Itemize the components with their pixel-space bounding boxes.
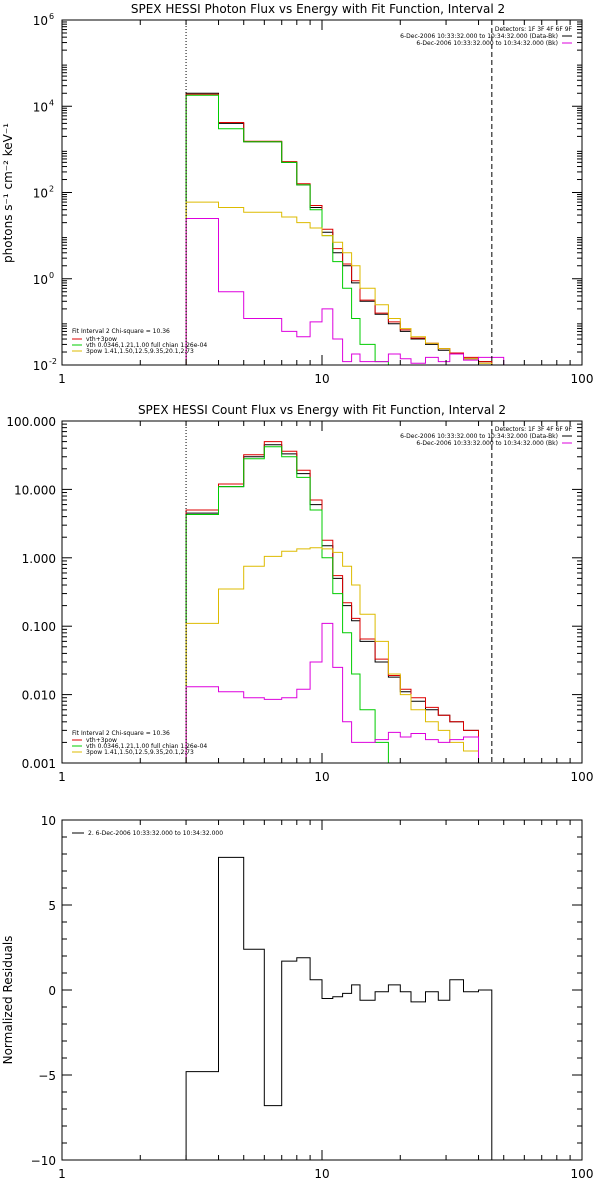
y-axis-label: Normalized Residuals	[1, 936, 15, 1065]
x-tick-label: 1	[58, 372, 66, 386]
y-tick-label: 0.001	[22, 757, 56, 771]
series-3-line	[185, 201, 504, 366]
series-1-line	[185, 93, 504, 366]
x-tick-label: 1	[58, 770, 66, 784]
legend-detectors: Detectors: 1F 3F 4F 6F 9F	[495, 26, 573, 33]
x-tick-label: 100	[571, 372, 594, 386]
series-4-line	[185, 218, 505, 365]
fit-legend-2: vth 0.0346,1.21,1.00 full chian 1.26e-04	[86, 342, 207, 349]
chart-title: SPEX HESSI Count Flux vs Energy with Fit…	[138, 403, 506, 417]
x-tick-label: 1	[58, 1167, 66, 1181]
y-tick-label: −10	[31, 1154, 56, 1168]
y-tick-label: −5	[38, 1069, 56, 1083]
legend-detectors: Detectors: 1F 3F 4F 6F 9F	[495, 426, 573, 433]
series-4-line	[185, 622, 479, 763]
y-tick-label: 0.100	[22, 620, 56, 634]
fit-legend-2: vth 0.0346,1.21,1.00 full chian 1.26e-04	[86, 743, 207, 750]
x-tick-label: 10	[314, 1167, 329, 1181]
residual-legend: 2. 6-Dec-2006 10:33:32.000 to 10:34:32.0…	[88, 830, 223, 837]
fit-legend-1: vth+3pow	[86, 737, 117, 744]
legend-data-bk: 6-Dec-2006 10:33:32.000 to 10:34:32.000 …	[400, 433, 558, 440]
y-tick-label: 5	[48, 899, 56, 913]
legend-data-bk: 6-Dec-2006 10:33:32.000 to 10:34:32.000 …	[400, 33, 558, 40]
y-tick-label: 10	[33, 187, 48, 201]
x-tick-label: 10	[314, 372, 329, 386]
x-tick-label: 100	[571, 1167, 594, 1181]
fit-legend-3: 3pow 1.41,1.50,12.5,9.35,20.1,2.73	[86, 348, 194, 355]
series-0-line	[185, 444, 479, 763]
legend-bk: 6-Dec-2006 10:33:32.000 to 10:34:32.000 …	[416, 440, 558, 447]
y-tick-label: 10	[33, 14, 48, 28]
x-tick-label: 100	[571, 770, 594, 784]
fit-interval-text: Fit Interval 2 Chi-square = 10.36	[72, 730, 170, 737]
fit-legend-1: vth+3pow	[86, 336, 117, 343]
series-0-line	[185, 92, 504, 366]
y-tick-exponent: -2	[49, 357, 57, 366]
series-2-line	[185, 446, 479, 764]
y-tick-label: 10	[33, 359, 48, 373]
y-tick-label: 100.000	[6, 415, 56, 429]
count-flux-panel: SPEX HESSI Count Flux vs Energy with Fit…	[6, 403, 593, 784]
y-tick-label: 10.000	[14, 483, 56, 497]
photon-flux-panel: SPEX HESSI Photon Flux vs Energy with Fi…	[1, 2, 593, 386]
residuals-panel: 1 10 100 −10 −5 0 5 10 Normalized Residuals 2. …	[1, 814, 593, 1181]
y-tick-label: 10	[33, 273, 48, 287]
fit-legend-3: 3pow 1.41,1.50,12.5,9.35,20.1,2.73	[86, 749, 194, 756]
y-tick-exponent: 4	[49, 98, 54, 107]
fit-interval-text: Fit Interval 2 Chi-square = 10.36	[72, 328, 170, 335]
y-axis-label: photons s⁻¹ cm⁻² keV⁻¹	[1, 123, 15, 263]
y-tick-label: 1.000	[22, 552, 56, 566]
y-tick-label: 0.010	[22, 689, 56, 703]
y-tick-label: 10	[41, 814, 56, 828]
y-tick-label: 10	[33, 100, 48, 114]
y-tick-exponent: 6	[49, 12, 54, 21]
series-1-line	[185, 441, 479, 763]
series-0-line	[185, 856, 493, 1160]
series-3-line	[185, 547, 525, 764]
y-tick-exponent: 0	[49, 271, 54, 280]
y-tick-label: 0	[48, 984, 56, 998]
plot-frame	[61, 420, 583, 764]
chart-title: SPEX HESSI Photon Flux vs Energy with Fi…	[131, 2, 505, 16]
legend-bk: 6-Dec-2006 10:33:32.000 to 10:34:32.000 …	[416, 40, 558, 47]
y-tick-exponent: 2	[49, 185, 54, 194]
x-tick-label: 10	[314, 770, 329, 784]
series-2-line	[185, 94, 504, 366]
